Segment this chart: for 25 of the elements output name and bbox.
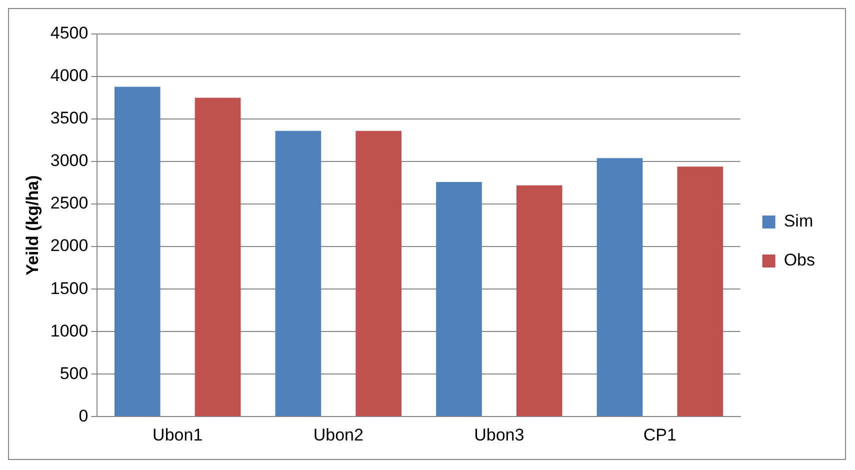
bar [516,185,562,416]
legend-label: Obs [784,250,816,270]
y-tick-label: 3500 [50,108,88,128]
y-tick-label: 3000 [50,151,88,170]
bar [275,130,322,416]
legend-label: Sim [784,212,814,231]
y-tick-label: 1000 [50,321,88,340]
y-axis-title: Yeild (kg/ha) [22,175,42,276]
x-tick-label: Ubon3 [474,425,524,444]
bar [356,130,402,416]
bar [114,86,160,416]
bar [596,158,643,416]
x-tick-label: CP1 [643,425,676,444]
bar [677,166,724,416]
y-tick-label: 1500 [50,278,88,298]
bar [194,98,241,416]
y-tick-label: 2000 [50,236,88,256]
x-tick-label: Ubon2 [313,425,364,444]
y-tick-label: 0 [78,406,88,426]
y-tick-label: 4000 [50,66,88,86]
y-tick-label: 4500 [50,24,88,43]
bar [436,182,482,416]
y-tick-label: 2500 [50,194,88,213]
y-tick-label: 500 [60,364,88,383]
x-tick-label: Ubon1 [152,425,203,444]
